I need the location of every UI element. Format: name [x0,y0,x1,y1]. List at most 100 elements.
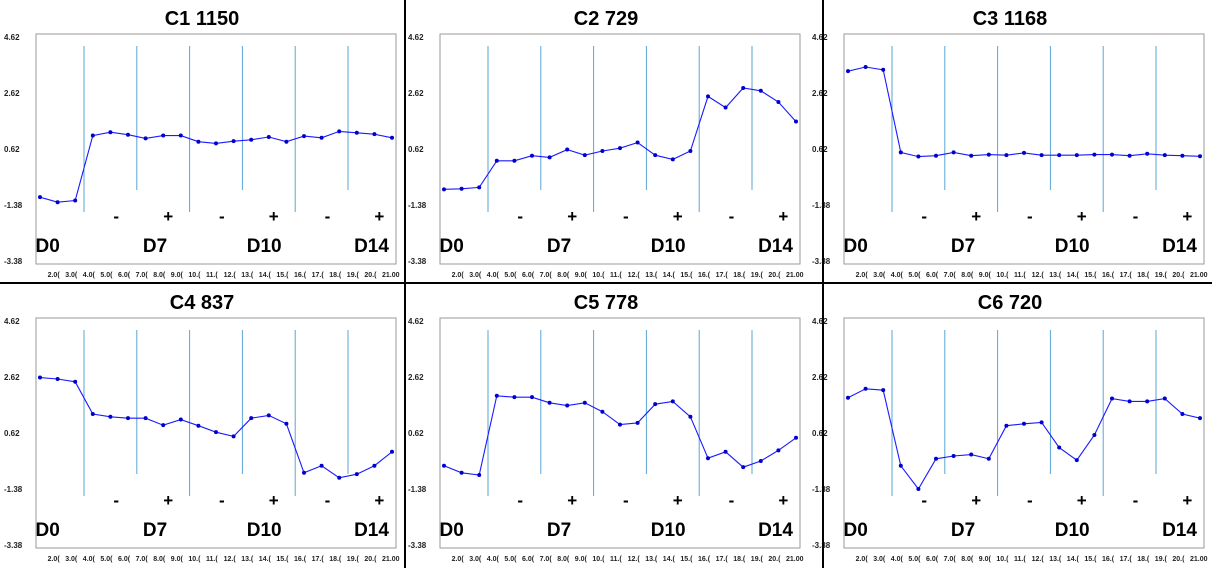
data-point [653,402,658,407]
x-tick-label: 18.( [329,556,342,563]
x-tick-label: 13.( [645,556,658,563]
x-tick-label: 21.00 [786,272,804,279]
y-tick-label: 0.62 [4,429,20,438]
y-tick-label: 4.62 [4,317,20,326]
data-point [916,154,921,159]
data-point [512,158,517,163]
data-point [1039,420,1044,425]
minus-sign-label: - [623,207,629,226]
data-point [442,463,446,468]
x-tick-label: 3.0( [65,272,78,279]
x-tick-label: 4.0( [487,556,500,563]
x-tick-label: 9.0( [171,556,184,563]
data-point [38,375,42,380]
chart-panel-c4: 4.62 2.62 0.62 -1.38 -3.38 2.0(3.0(4.0(5.0(6.… [0,284,404,568]
data-point [635,420,640,425]
day-label-d10: D10 [651,236,686,257]
day-label-d14: D14 [354,236,389,257]
plus-sign-label: + [163,491,173,510]
day-label-d0: D0 [844,520,868,541]
data-point [390,449,394,454]
day-label-d7: D7 [143,236,167,257]
day-label-d0: D0 [440,236,464,257]
data-point [758,459,763,463]
x-tick-label: 18.( [329,272,342,279]
minus-sign-label: - [1133,491,1139,510]
minus-sign-label: - [113,207,119,226]
minus-sign-label: - [1027,207,1033,226]
data-point [90,133,95,138]
y-tick-label: 2.62 [408,89,424,98]
chart-panel-c5: 4.62 2.62 0.62 -1.38 -3.38 2.0(3.0(4.0(5.0(6.… [404,284,808,568]
x-tick-label: 21.00 [786,556,804,563]
y-tick-label: 0.62 [408,145,424,154]
day-label-d14: D14 [1162,236,1197,257]
x-tick-label: 16.( [294,556,307,563]
x-tick-label: 18.( [733,272,746,279]
x-tick-label: 19.( [1155,556,1168,563]
day-label-d14: D14 [758,520,793,541]
data-point [354,130,359,135]
x-tick-label: 13.( [645,272,658,279]
data-point [565,403,570,408]
x-tick-label: 7.0( [540,556,553,563]
y-tick-label: -3.38 [812,257,831,266]
day-label-d10: D10 [651,520,686,541]
x-tick-label: 18.( [733,556,746,563]
data-point [143,136,148,141]
x-tick-label: 15.( [680,272,693,279]
x-tick-label: 6.0( [522,556,535,563]
data-point [986,152,991,157]
x-tick-label: 7.0( [136,272,149,279]
x-tick-label: 12.( [1032,272,1045,279]
data-point [38,195,42,200]
x-tick-label: 11.( [1014,272,1026,279]
x-tick-label: 8.0( [961,556,974,563]
data-point [898,463,903,468]
data-point [459,186,464,191]
x-tick-label: 14.( [259,272,272,279]
x-tick-label: 21.00 [1190,272,1208,279]
day-label-d7: D7 [951,236,975,257]
data-point [758,88,763,93]
data-point [846,395,850,400]
minus-sign-label: - [921,491,927,510]
data-point [706,456,710,461]
x-tick-label: 7.0( [944,556,957,563]
chart-panel-c2: 4.62 2.62 0.62 -1.38 -3.38 2.0(3.0(4.0(5.0(6.… [404,0,808,284]
y-tick-label: -1.38 [4,201,23,210]
data-point [1162,153,1167,158]
x-tick-label: 5.0( [100,272,113,279]
data-point [178,417,183,422]
minus-sign-label: - [219,207,225,226]
chart-c4-plot: 4.62 2.62 0.62 -1.38 -3.38 2.0(3.0(4.0(5.0(6.… [4,317,400,563]
data-point [126,132,130,137]
x-tick-label: 9.0( [575,556,588,563]
y-tick-label: 2.62 [408,373,424,382]
x-tick-label: 16.( [1102,272,1115,279]
x-tick-label: 18.( [1137,556,1150,563]
y-tick-label: -3.38 [408,257,427,266]
data-point [249,137,254,142]
x-tick-label: 11.( [206,272,218,279]
data-point [319,463,324,468]
data-point [582,400,587,405]
day-label-d14: D14 [758,236,793,257]
data-point [951,453,956,458]
x-tick-label: 17.( [716,272,729,279]
data-point [1162,396,1167,401]
data-point [1004,423,1009,428]
x-tick-label: 8.0( [153,556,166,563]
data-point [618,422,622,427]
data-point [55,376,60,381]
x-tick-label: 17.( [1120,272,1133,279]
data-point [1074,153,1079,158]
x-tick-label: 3.0( [469,272,482,279]
data-point [1198,154,1202,159]
data-point [1092,432,1097,437]
x-tick-label: 6.0( [118,272,131,279]
x-tick-label: 20.( [768,556,781,563]
data-point [161,423,166,428]
x-tick-label: 5.0( [504,556,517,563]
